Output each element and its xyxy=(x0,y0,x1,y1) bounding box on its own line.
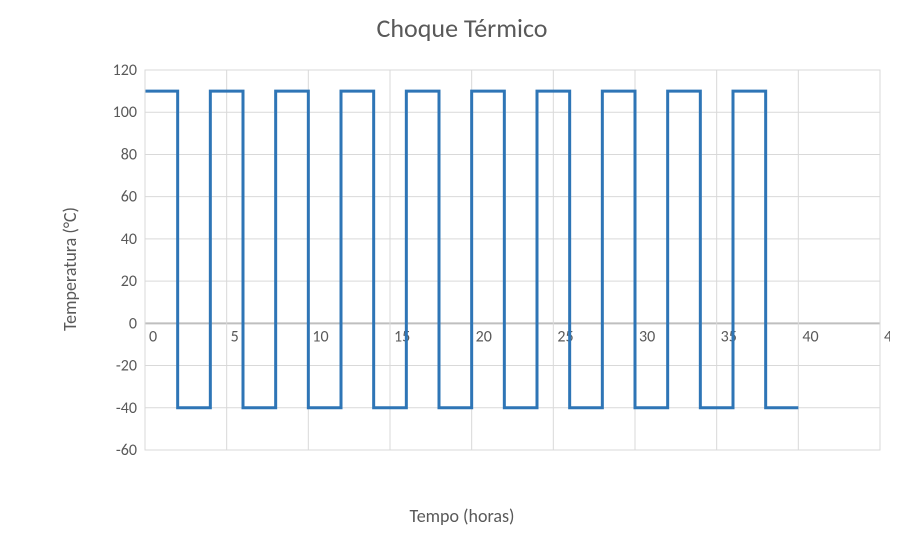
x-tick-label: 30 xyxy=(639,327,655,346)
x-tick-label: 0 xyxy=(149,327,157,346)
plot-area: -60-40-200204060801001200510152025303540… xyxy=(100,60,890,480)
y-tick-label: 120 xyxy=(113,61,137,80)
y-tick-label: 100 xyxy=(113,103,137,122)
y-tick-label: 20 xyxy=(121,272,137,291)
chart-container: Choque Térmico Temperatura (°C) Tempo (h… xyxy=(0,0,924,537)
plot-svg: -60-40-200204060801001200510152025303540… xyxy=(100,60,890,480)
y-tick-label: 40 xyxy=(121,230,137,249)
x-axis-title: Tempo (horas) xyxy=(0,505,924,527)
x-tick-label: 20 xyxy=(476,327,492,346)
x-tick-label: 5 xyxy=(231,327,239,346)
y-tick-label: 60 xyxy=(121,188,137,207)
y-tick-label: -40 xyxy=(116,399,137,418)
x-tick-label: 45 xyxy=(884,327,890,346)
y-axis-title: Temperatura (°C) xyxy=(59,207,81,331)
data-series-line xyxy=(145,91,798,408)
x-tick-label: 10 xyxy=(312,327,328,346)
x-tick-label: 40 xyxy=(802,327,818,346)
y-tick-label: 0 xyxy=(129,314,137,333)
y-tick-label: -60 xyxy=(116,441,137,460)
chart-title: Choque Térmico xyxy=(0,12,924,44)
y-tick-label: -20 xyxy=(116,357,137,376)
y-tick-label: 80 xyxy=(121,145,137,164)
